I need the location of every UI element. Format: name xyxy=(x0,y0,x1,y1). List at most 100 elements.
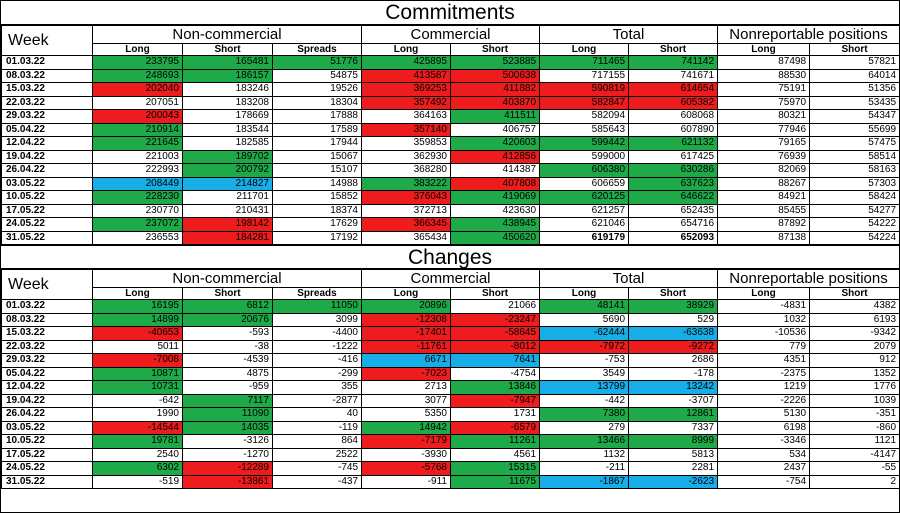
value-cell: 17589 xyxy=(272,122,362,137)
sub-header-long: Long xyxy=(539,43,630,56)
value-cell: 711465 xyxy=(539,55,630,70)
value-cell: -642 xyxy=(92,393,183,408)
value-cell: 183208 xyxy=(182,95,273,110)
sub-header-long: Long xyxy=(717,287,811,300)
value-cell: -55 xyxy=(809,461,900,476)
table-row: 31.05.22 -519 -13861 -437 -911 11675 -1867 -262… xyxy=(1,474,900,489)
value-cell: 15067 xyxy=(272,149,362,164)
group-header-noncommercial: Non-commercial xyxy=(92,269,362,288)
value-cell: 20896 xyxy=(361,299,451,314)
group-header-commercial: Commercial xyxy=(360,25,541,44)
value-cell: 183246 xyxy=(182,82,273,97)
value-cell: -351 xyxy=(809,407,900,422)
table-row: 15.03.22 202040 183246 19526 369253 411882 590… xyxy=(1,82,900,97)
group-header-total: Total xyxy=(539,25,719,44)
week-date-cell: 19.04.22 xyxy=(1,393,93,408)
commitments-table: Week Non-commercial Commercial Total Non… xyxy=(1,25,900,245)
value-cell: 57475 xyxy=(809,136,900,151)
week-header: Week xyxy=(1,269,93,300)
value-cell: -7023 xyxy=(361,366,451,381)
value-cell: 619179 xyxy=(539,230,630,245)
value-cell: 207051 xyxy=(92,95,183,110)
value-cell: 5813 xyxy=(628,447,719,462)
week-date-cell: 19.04.22 xyxy=(1,149,93,164)
value-cell: 19781 xyxy=(92,434,183,449)
value-cell: 54222 xyxy=(809,217,900,232)
value-cell: -2877 xyxy=(272,393,362,408)
value-cell: 6812 xyxy=(182,299,273,314)
value-cell: 652435 xyxy=(628,203,719,218)
value-cell: 652093 xyxy=(628,230,719,245)
table-row: 12.04.22 10731 -959 355 2713 13846 13799 13242 1… xyxy=(1,380,900,395)
value-cell: 368280 xyxy=(361,163,451,178)
value-cell: 18304 xyxy=(272,95,362,110)
value-cell: 423630 xyxy=(449,203,541,218)
week-date-cell: 24.05.22 xyxy=(1,461,93,476)
value-cell: 13846 xyxy=(449,380,541,395)
value-cell: -4400 xyxy=(272,326,362,341)
changes-body: 01.03.22 16195 6812 11050 20896 21066 48141 389… xyxy=(1,299,900,489)
value-cell: 236553 xyxy=(92,230,183,245)
table-row: 03.05.22 208449 214827 14988 383222 407808 606… xyxy=(1,176,900,191)
value-cell: 5130 xyxy=(717,407,811,422)
value-cell: 7380 xyxy=(539,407,630,422)
value-cell: 357140 xyxy=(361,122,451,137)
sub-header-short: Short xyxy=(628,43,719,56)
value-cell: 202040 xyxy=(92,82,183,97)
table-row: 22.03.22 5011 -38 -1222 -11761 -8012 -7972 -927… xyxy=(1,339,900,354)
value-cell: -9272 xyxy=(628,339,719,354)
value-cell: 599000 xyxy=(539,149,630,164)
value-cell: 16195 xyxy=(92,299,183,314)
value-cell: -753 xyxy=(539,353,630,368)
week-date-cell: 15.03.22 xyxy=(1,326,93,341)
value-cell: 6671 xyxy=(361,353,451,368)
value-cell: 2079 xyxy=(809,339,900,354)
value-cell: -178 xyxy=(628,366,719,381)
value-cell: -3707 xyxy=(628,393,719,408)
value-cell: 13466 xyxy=(539,434,630,449)
value-cell: 184281 xyxy=(182,230,273,245)
value-cell: 87892 xyxy=(717,217,811,232)
value-cell: 582094 xyxy=(539,109,630,124)
table-row: 26.04.22 1990 11090 40 5350 1731 7380 12861 5130… xyxy=(1,407,900,422)
value-cell: 17192 xyxy=(272,230,362,245)
table-row: 22.03.22 207051 183208 18304 357492 403870 582… xyxy=(1,95,900,110)
value-cell: 585643 xyxy=(539,122,630,137)
value-cell: -4539 xyxy=(182,353,273,368)
value-cell: 87138 xyxy=(717,230,811,245)
value-cell: 529 xyxy=(628,312,719,327)
week-date-cell: 17.05.22 xyxy=(1,447,93,462)
value-cell: -3126 xyxy=(182,434,273,449)
value-cell: 85455 xyxy=(717,203,811,218)
value-cell: 15852 xyxy=(272,190,362,205)
value-cell: 6302 xyxy=(92,461,183,476)
value-cell: -416 xyxy=(272,353,362,368)
value-cell: 4351 xyxy=(717,353,811,368)
value-cell: -7972 xyxy=(539,339,630,354)
value-cell: -23247 xyxy=(449,312,541,327)
value-cell: 741671 xyxy=(628,68,719,83)
value-cell: -1270 xyxy=(182,447,273,462)
week-date-cell: 15.03.22 xyxy=(1,82,93,97)
value-cell: 214827 xyxy=(182,176,273,191)
value-cell: 523885 xyxy=(449,55,541,70)
value-cell: 57303 xyxy=(809,176,900,191)
value-cell: 13799 xyxy=(539,380,630,395)
value-cell: 20676 xyxy=(182,312,273,327)
value-cell: 87498 xyxy=(717,55,811,70)
value-cell: 606659 xyxy=(539,176,630,191)
table-row: 01.03.22 233795 165481 51776 425895 523885 711… xyxy=(1,55,900,70)
value-cell: -4831 xyxy=(717,299,811,314)
value-cell: 18374 xyxy=(272,203,362,218)
week-date-cell: 03.05.22 xyxy=(1,176,93,191)
value-cell: 189702 xyxy=(182,149,273,164)
sub-header-row: Long Short Spreads Long Short Long Short Long Sh… xyxy=(2,43,900,56)
value-cell: 6193 xyxy=(809,312,900,327)
value-cell: 14035 xyxy=(182,420,273,435)
week-date-cell: 10.05.22 xyxy=(1,190,93,205)
value-cell: 1776 xyxy=(809,380,900,395)
value-cell: 221003 xyxy=(92,149,183,164)
value-cell: 419069 xyxy=(449,190,541,205)
sub-header-short: Short xyxy=(809,287,900,300)
value-cell: 420603 xyxy=(449,136,541,151)
